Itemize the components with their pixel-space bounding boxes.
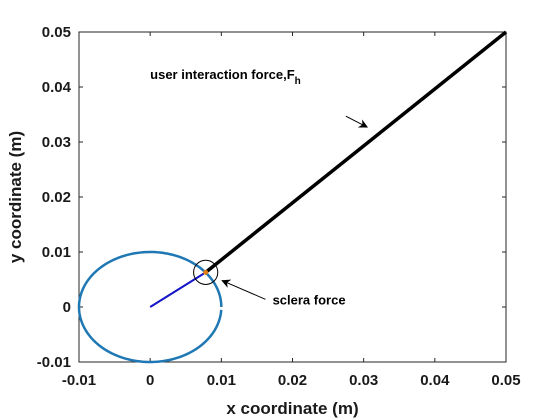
y-tick-label: 0.04 [42,79,72,96]
x-axis-label: x coordinate (m) [226,399,358,418]
x-tick-label: 0.05 [491,372,520,389]
annotation-arrow [221,279,266,300]
x-axis-ticks: -0.01 0 0.01 0.02 0.03 0.04 0.05 [62,32,521,389]
annotation-sclera-force: sclera force [273,292,346,307]
force-line-series [204,30,508,274]
y-tick-label: -0.01 [37,354,71,371]
contact-circle-marker [193,259,219,285]
x-tick-label: 0.04 [420,372,450,389]
x-tick-label: 0.01 [207,372,236,389]
y-tick-label: 0.02 [42,189,71,206]
x-tick-label: 0 [146,372,154,389]
y-tick-label: 0.01 [42,244,71,261]
y-tick-label: 0 [63,299,71,316]
y-axis-ticks: -0.01 0 0.01 0.02 0.03 0.04 0.05 [37,24,506,371]
arc-series [77,250,223,364]
x-tick-label: 0.03 [349,372,378,389]
x-tick-label: -0.01 [62,372,96,389]
radius-line-series [149,271,207,308]
y-tick-label: 0.05 [42,24,71,41]
y-tick-label: 0.03 [42,134,71,151]
contact-point-marker [203,269,209,275]
x-tick-label: 0.02 [278,372,307,389]
annotation-arrow [345,115,369,128]
y-axis-label: y coordinate (m) [6,131,25,263]
